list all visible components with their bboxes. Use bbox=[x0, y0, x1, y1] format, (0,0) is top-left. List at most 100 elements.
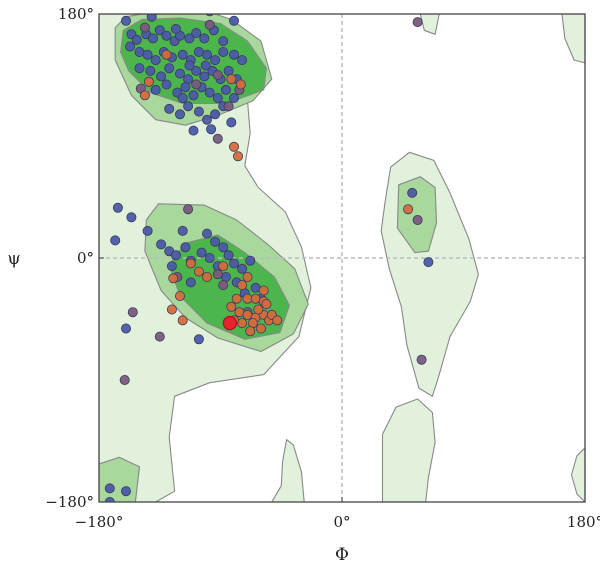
general-point bbox=[150, 84, 161, 95]
general-point bbox=[110, 235, 121, 246]
glycine-point bbox=[416, 354, 427, 365]
glycine-point bbox=[191, 79, 202, 90]
general-point bbox=[121, 15, 132, 26]
y-tick-label: −180° bbox=[45, 493, 94, 511]
general-point bbox=[201, 49, 212, 60]
proline-point bbox=[161, 49, 172, 60]
general-point bbox=[199, 33, 210, 44]
general-point bbox=[164, 103, 175, 114]
proline-point bbox=[232, 151, 243, 162]
general-point bbox=[191, 27, 202, 38]
general-point bbox=[156, 239, 167, 250]
proline-point bbox=[245, 326, 256, 337]
general-point bbox=[147, 33, 158, 44]
allowed-region bbox=[570, 447, 585, 502]
proline-point bbox=[143, 76, 154, 87]
general-point bbox=[218, 36, 229, 47]
proline-point bbox=[258, 285, 269, 296]
general-point bbox=[170, 23, 181, 34]
general-point bbox=[228, 93, 239, 104]
proline-point bbox=[201, 271, 212, 282]
general-point bbox=[125, 41, 136, 52]
allowed-region bbox=[561, 14, 585, 64]
general-point bbox=[223, 250, 234, 261]
glycine-point bbox=[212, 133, 223, 144]
proline-point bbox=[177, 315, 188, 326]
x-tick-label: 180° bbox=[567, 513, 600, 531]
general-point bbox=[166, 261, 177, 272]
general-point bbox=[146, 14, 157, 22]
proline-point bbox=[261, 299, 272, 310]
proline-point bbox=[235, 79, 246, 90]
general-point bbox=[177, 225, 188, 236]
general-point bbox=[228, 258, 239, 269]
general-point bbox=[191, 65, 202, 76]
general-point bbox=[184, 60, 195, 71]
glycine-point bbox=[204, 19, 215, 30]
general-point bbox=[184, 33, 195, 44]
y-tick-label: 0° bbox=[77, 249, 94, 267]
general-point bbox=[161, 30, 172, 41]
general-point bbox=[164, 63, 175, 74]
general-point bbox=[142, 49, 153, 60]
general-point bbox=[196, 247, 207, 258]
proline-point bbox=[193, 266, 204, 277]
general-point bbox=[204, 252, 215, 263]
general-point bbox=[145, 65, 156, 76]
general-point bbox=[228, 15, 239, 26]
allowed-region bbox=[271, 439, 305, 502]
proline-point bbox=[228, 141, 239, 152]
proline-point bbox=[242, 271, 253, 282]
proline-point bbox=[272, 315, 283, 326]
general-point bbox=[237, 55, 248, 66]
general-point bbox=[223, 65, 234, 76]
general-point bbox=[134, 63, 145, 74]
general-point bbox=[407, 187, 418, 198]
glycine-point bbox=[412, 214, 423, 225]
general-point bbox=[177, 49, 188, 60]
general-point bbox=[131, 34, 142, 45]
general-point bbox=[201, 228, 212, 239]
x-tick-label: −180° bbox=[75, 513, 124, 531]
proline-point bbox=[226, 74, 237, 85]
general-point bbox=[183, 101, 194, 112]
general-point bbox=[220, 84, 231, 95]
glycine-point bbox=[218, 280, 229, 291]
general-point bbox=[154, 25, 165, 36]
general-point bbox=[150, 55, 161, 66]
x-tick-label: 0° bbox=[333, 513, 350, 531]
general-point bbox=[142, 225, 153, 236]
glycine-point bbox=[119, 374, 130, 385]
general-point bbox=[121, 323, 132, 334]
general-point bbox=[121, 486, 132, 497]
proline-point bbox=[174, 290, 185, 301]
proline-point bbox=[237, 280, 248, 291]
proline-point bbox=[226, 301, 237, 312]
general-point bbox=[423, 257, 434, 268]
points-layer bbox=[104, 14, 434, 502]
proline-point bbox=[253, 304, 264, 315]
general-point bbox=[226, 117, 237, 128]
proline-point bbox=[168, 273, 179, 284]
glycine-point bbox=[139, 22, 150, 33]
glycine-point bbox=[127, 307, 138, 318]
general-point bbox=[199, 71, 210, 82]
general-point bbox=[193, 106, 204, 117]
general-point bbox=[212, 93, 223, 104]
glycine-point bbox=[412, 17, 423, 28]
general-point bbox=[177, 93, 188, 104]
general-point bbox=[210, 236, 221, 247]
proline-point bbox=[255, 323, 266, 334]
general-point bbox=[174, 109, 185, 120]
general-point bbox=[204, 87, 215, 98]
general-point bbox=[206, 124, 217, 135]
generous-region bbox=[99, 456, 141, 502]
general-point bbox=[188, 125, 199, 136]
general-point bbox=[201, 114, 212, 125]
general-point bbox=[210, 109, 221, 120]
y-axis-label: ψ bbox=[7, 249, 20, 269]
proline-point bbox=[166, 304, 177, 315]
glycine-point bbox=[212, 70, 223, 81]
allowed-region bbox=[419, 14, 440, 35]
